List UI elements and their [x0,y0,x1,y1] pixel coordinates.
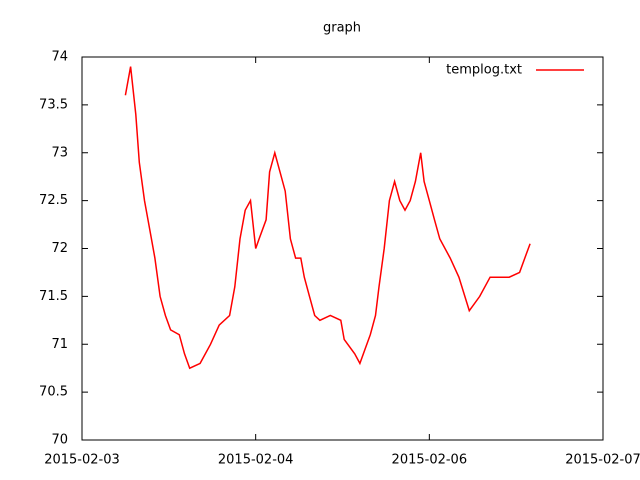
y-tick-label: 71.5 [39,289,68,304]
data-line [124,66,531,370]
x-tick-label: 2015-02-07 [565,453,640,468]
y-tick-label: 72.5 [39,193,68,208]
y-tick-label: 72 [51,241,68,256]
y-tick-label: 71 [51,337,68,352]
y-tick-label: 73 [51,145,68,160]
y-tick-label: 70.5 [39,385,68,400]
y-tick-label: 73.5 [39,97,68,112]
y-tick-label: 74 [51,50,68,65]
x-tick-label: 2015-02-06 [392,453,468,468]
x-tick-label: 2015-02-03 [44,453,120,468]
x-tick-label: 2015-02-04 [218,453,294,468]
plot-frame [81,56,604,441]
y-tick-label: 70 [51,433,68,448]
legend-label: templog.txt [446,63,522,78]
chart-title: graph [323,21,361,36]
